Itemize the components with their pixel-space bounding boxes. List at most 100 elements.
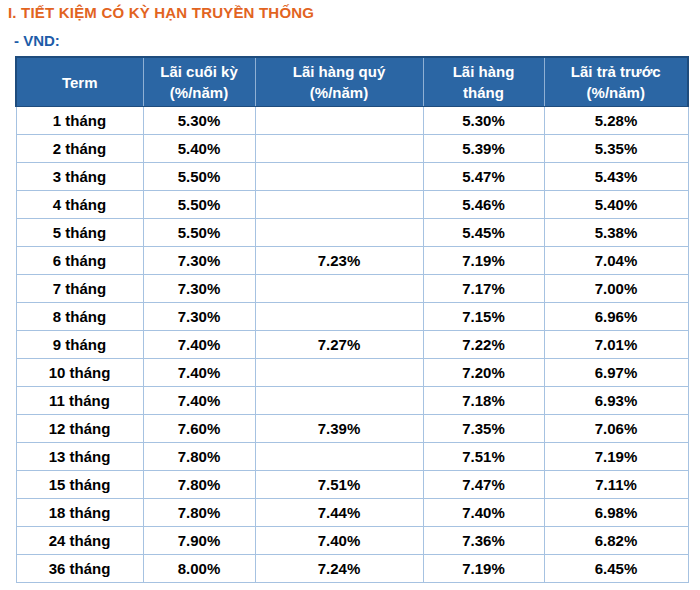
rate-cell: 7.40% — [423, 499, 544, 527]
rate-cell: 7.40% — [143, 387, 255, 415]
term-cell: 1 tháng — [16, 107, 143, 135]
rate-cell: 7.80% — [143, 443, 255, 471]
rate-cell: 7.39% — [255, 415, 423, 443]
rate-cell: 6.93% — [544, 387, 688, 415]
rate-cell: 6.96% — [544, 303, 688, 331]
term-cell: 36 tháng — [16, 555, 143, 583]
rate-cell: 7.36% — [423, 527, 544, 555]
rate-cell: 7.51% — [255, 471, 423, 499]
column-header-label: Term — [17, 72, 143, 93]
rate-cell: 5.40% — [143, 135, 255, 163]
rate-cell: 5.30% — [423, 107, 544, 135]
term-cell: 6 tháng — [16, 247, 143, 275]
rate-cell: 5.35% — [544, 135, 688, 163]
column-header-label: Lãi hàng quý — [256, 61, 423, 82]
column-header-monthly: Lãi hàng tháng — [423, 57, 544, 107]
rate-cell: 5.40% — [544, 191, 688, 219]
rate-cell: 7.80% — [143, 499, 255, 527]
rates-table: Term Lãi cuối kỳ (%/năm) Lãi hàng quý (%… — [15, 56, 689, 583]
term-cell: 24 tháng — [16, 527, 143, 555]
rate-cell: 7.00% — [544, 275, 688, 303]
rate-cell: 7.40% — [255, 527, 423, 555]
rate-cell: 7.17% — [423, 275, 544, 303]
term-cell: 18 tháng — [16, 499, 143, 527]
table-row: 10 tháng7.40%7.20%6.97% — [16, 359, 688, 387]
term-cell: 3 tháng — [16, 163, 143, 191]
rate-cell: 7.40% — [143, 359, 255, 387]
rate-cell: 7.11% — [544, 471, 688, 499]
rate-cell: 7.24% — [255, 555, 423, 583]
rate-cell — [255, 387, 423, 415]
table-row: 15 tháng7.80%7.51%7.47%7.11% — [16, 471, 688, 499]
rate-cell: 6.98% — [544, 499, 688, 527]
term-cell: 15 tháng — [16, 471, 143, 499]
column-header-sublabel: (%/năm) — [545, 82, 688, 103]
rate-cell: 7.35% — [423, 415, 544, 443]
rate-cell: 7.90% — [143, 527, 255, 555]
rate-cell: 5.45% — [423, 219, 544, 247]
rate-cell: 7.44% — [255, 499, 423, 527]
rate-cell: 5.50% — [143, 219, 255, 247]
rate-cell: 7.51% — [423, 443, 544, 471]
term-cell: 2 tháng — [16, 135, 143, 163]
rate-cell: 7.19% — [423, 247, 544, 275]
rate-cell: 5.47% — [423, 163, 544, 191]
rate-cell: 7.22% — [423, 331, 544, 359]
table-row: 12 tháng7.60%7.39%7.35%7.06% — [16, 415, 688, 443]
rate-cell — [255, 107, 423, 135]
column-header-label: Lãi cuối kỳ — [144, 61, 255, 82]
rate-cell: 6.97% — [544, 359, 688, 387]
rate-cell: 5.38% — [544, 219, 688, 247]
table-row: 36 tháng8.00%7.24%7.19%6.45% — [16, 555, 688, 583]
rates-table-body: 1 tháng5.30%5.30%5.28%2 tháng5.40%5.39%5… — [16, 107, 688, 583]
column-header-sublabel: (%/năm) — [144, 82, 255, 103]
term-cell: 5 tháng — [16, 219, 143, 247]
rate-cell — [255, 191, 423, 219]
rate-cell: 8.00% — [143, 555, 255, 583]
table-row: 7 tháng7.30% 7.17%7.00% — [16, 275, 688, 303]
rate-cell: 7.30% — [143, 247, 255, 275]
rate-cell: 5.28% — [544, 107, 688, 135]
table-row: 2 tháng5.40% 5.39%5.35% — [16, 135, 688, 163]
table-row: 11 tháng7.40%7.18%6.93% — [16, 387, 688, 415]
rate-cell — [255, 163, 423, 191]
rate-cell: 5.50% — [143, 191, 255, 219]
column-header-label: Lãi hàng — [424, 61, 544, 82]
rate-cell: 7.30% — [143, 303, 255, 331]
rate-cell: 7.80% — [143, 471, 255, 499]
table-row: 1 tháng5.30%5.30%5.28% — [16, 107, 688, 135]
column-header-prepaid: Lãi trả trước (%/năm) — [544, 57, 688, 107]
rate-cell: 7.20% — [423, 359, 544, 387]
table-row: 3 tháng5.50%5.47%5.43% — [16, 163, 688, 191]
rate-cell: 5.39% — [423, 135, 544, 163]
rate-cell — [255, 275, 423, 303]
rate-cell: 7.40% — [143, 331, 255, 359]
rate-cell: 6.82% — [544, 527, 688, 555]
rate-cell — [255, 443, 423, 471]
currency-label: - VND: — [14, 32, 60, 49]
term-cell: 13 tháng — [16, 443, 143, 471]
rate-cell — [255, 303, 423, 331]
column-header-end-of-term: Lãi cuối kỳ (%/năm) — [143, 57, 255, 107]
table-row: 13 tháng7.80% 7.51%7.19% — [16, 443, 688, 471]
term-cell: 7 tháng — [16, 275, 143, 303]
rate-cell: 7.06% — [544, 415, 688, 443]
rate-cell: 7.01% — [544, 331, 688, 359]
rate-cell: 7.23% — [255, 247, 423, 275]
rate-cell: 5.43% — [544, 163, 688, 191]
rate-cell: 7.04% — [544, 247, 688, 275]
rate-cell: 7.30% — [143, 275, 255, 303]
header-row: Term Lãi cuối kỳ (%/năm) Lãi hàng quý (%… — [16, 57, 688, 107]
rate-cell: 5.30% — [143, 107, 255, 135]
column-header-label: Lãi trả trước — [545, 61, 688, 82]
table-row: 5 tháng5.50% 5.45%5.38% — [16, 219, 688, 247]
rate-cell: 7.19% — [423, 555, 544, 583]
page-title: I. TIẾT KIỆM CÓ KỲ HẠN TRUYỀN THỐNG — [8, 4, 314, 21]
table-row: 8 tháng7.30%7.15%6.96% — [16, 303, 688, 331]
column-header-quarterly: Lãi hàng quý (%/năm) — [255, 57, 423, 107]
page: I. TIẾT KIỆM CÓ KỲ HẠN TRUYỀN THỐNG - VN… — [0, 0, 700, 590]
column-header-sublabel: tháng — [424, 82, 544, 103]
rate-cell: 7.19% — [544, 443, 688, 471]
rate-cell: 7.60% — [143, 415, 255, 443]
column-header-sublabel: (%/năm) — [256, 82, 423, 103]
